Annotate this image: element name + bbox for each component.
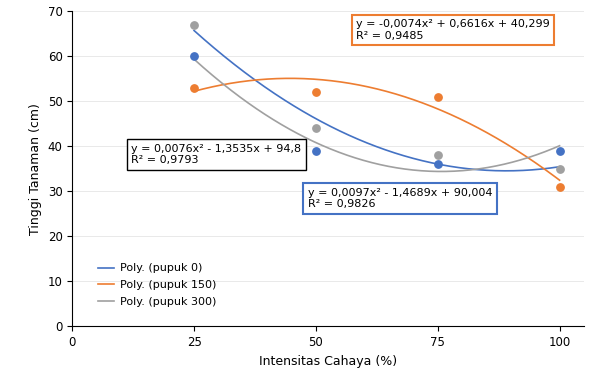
Point [555,166,565,172]
Text: y = 0,0097x² - 1,4689x + 90,004
R² = 0,9826: y = 0,0097x² - 1,4689x + 90,004 R² = 0,9… [308,188,492,209]
Point [433,94,442,100]
Legend: Poly. (pupuk 0), Poly. (pupuk 150), Poly. (pupuk 300): Poly. (pupuk 0), Poly. (pupuk 150), Poly… [93,259,220,311]
Point [555,184,565,190]
Y-axis label: Tinggi Tanaman (cm): Tinggi Tanaman (cm) [29,103,42,235]
Point [189,22,199,28]
Point [189,53,199,59]
X-axis label: Intensitas Cahaya (%): Intensitas Cahaya (%) [259,354,397,368]
Point [555,148,565,154]
Point [189,85,199,91]
Point [433,152,442,158]
Text: y = 0,0076x² - 1,3535x + 94,8
R² = 0,9793: y = 0,0076x² - 1,3535x + 94,8 R² = 0,979… [131,144,301,165]
Point [433,161,442,167]
Point [311,125,321,131]
Text: y = -0,0074x² + 0,6616x + 40,299
R² = 0,9485: y = -0,0074x² + 0,6616x + 40,299 R² = 0,… [356,19,550,41]
Point [311,89,321,95]
Point [311,148,321,154]
